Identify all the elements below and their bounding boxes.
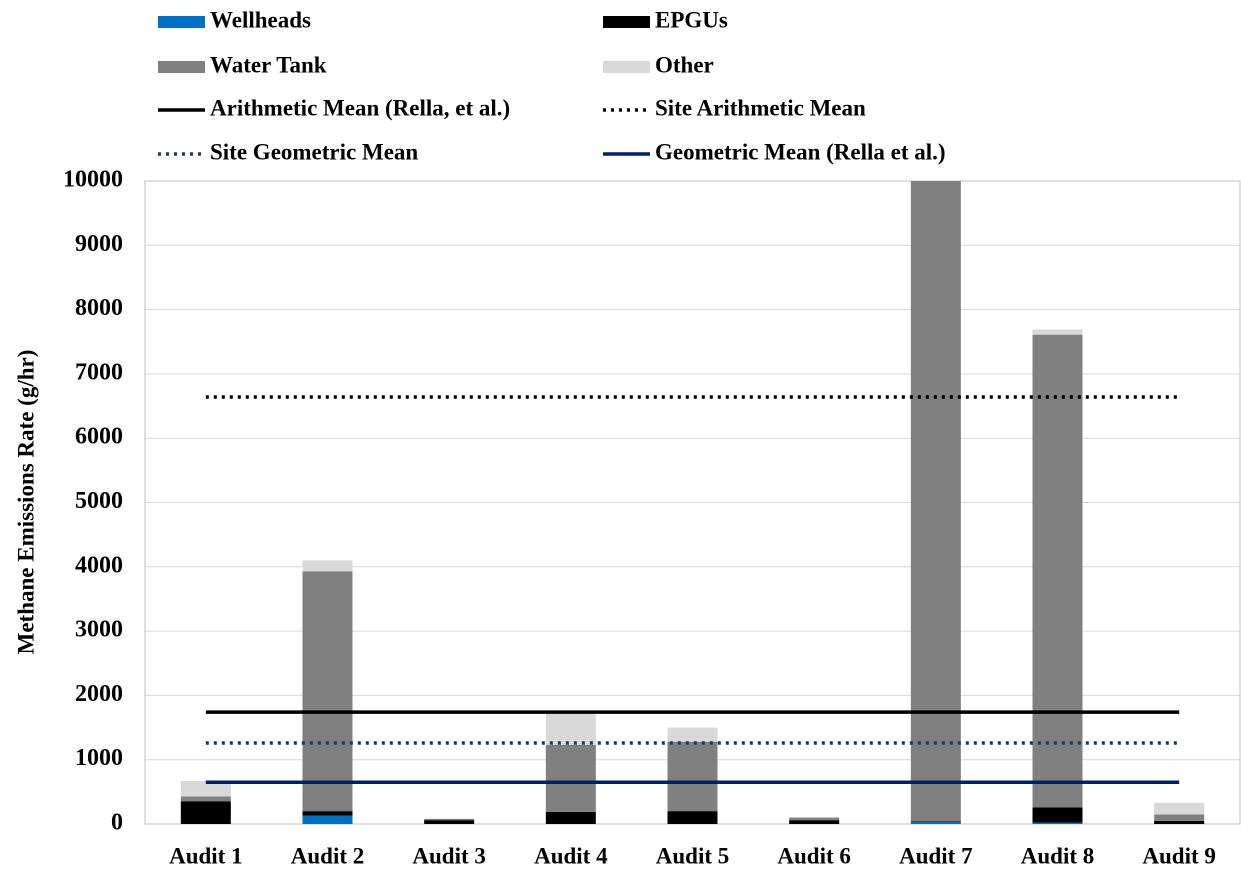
x-tick-label: Audit 1 xyxy=(169,843,243,868)
x-tick-label: Audit 6 xyxy=(777,843,851,868)
y-tick-label: 8000 xyxy=(75,295,123,321)
y-tick-label: 10000 xyxy=(63,167,123,193)
bar-segment xyxy=(667,741,718,812)
bar-segment xyxy=(789,820,840,824)
bar-segment xyxy=(424,820,475,824)
bar-segment xyxy=(180,796,231,802)
bar-segment xyxy=(1154,802,1205,815)
y-tick-label: 3000 xyxy=(75,617,123,643)
bar-segment xyxy=(1032,334,1083,808)
y-tick-label: 5000 xyxy=(75,488,123,514)
legend-label: Wellheads xyxy=(210,7,311,32)
bar-segment xyxy=(1154,814,1205,821)
bar-segment xyxy=(910,821,961,823)
bar-segment xyxy=(545,811,596,824)
y-tick-label: 4000 xyxy=(75,552,123,578)
y-tick-label: 6000 xyxy=(75,424,123,450)
y-tick-label: 7000 xyxy=(75,359,123,385)
legend-swatch xyxy=(158,61,205,73)
legend-swatch xyxy=(603,16,650,28)
y-tick-label: 9000 xyxy=(75,231,123,257)
legend-swatch xyxy=(603,61,650,73)
y-tick-label: 0 xyxy=(111,810,123,836)
bar-segment xyxy=(302,571,353,812)
bar-segment xyxy=(1154,820,1205,824)
legend-swatch xyxy=(158,16,205,28)
bar-segment xyxy=(1032,329,1083,335)
x-tick-label: Audit 9 xyxy=(1142,843,1216,868)
bar-segment xyxy=(180,801,231,824)
x-tick-label: Audit 5 xyxy=(656,843,730,868)
bar-segment xyxy=(910,822,961,824)
legend-label: Site Geometric Mean xyxy=(210,139,418,164)
bar-segment xyxy=(302,811,353,816)
x-tick-label: Audit 7 xyxy=(899,843,973,868)
bar-segment xyxy=(424,818,475,821)
y-tick-label: 2000 xyxy=(75,681,123,707)
legend-label: Other xyxy=(655,52,714,77)
y-axis-label: Methane Emissions Rate (g/hr) xyxy=(13,350,38,655)
bar-segment xyxy=(302,815,353,824)
legend-label: Geometric Mean (Rella et al.) xyxy=(655,139,946,164)
bar-segment xyxy=(302,560,353,572)
legend-label: Arithmetic Mean (Rella, et al.) xyxy=(210,95,510,120)
x-tick-label: Audit 8 xyxy=(1021,843,1095,868)
legend-label: Water Tank xyxy=(210,52,327,77)
bar-segment xyxy=(180,780,231,797)
legend-label: Site Arithmetic Mean xyxy=(655,95,866,120)
bar-segment xyxy=(1032,822,1083,824)
x-tick-label: Audit 2 xyxy=(291,843,365,868)
bar-segment xyxy=(789,817,840,821)
bar-segment xyxy=(1032,807,1083,823)
bar-segment xyxy=(667,727,718,742)
bar-segment xyxy=(910,181,961,822)
x-tick-label: Audit 4 xyxy=(534,843,608,868)
bar-segment xyxy=(667,811,718,824)
x-tick-label: Audit 3 xyxy=(412,843,486,868)
legend-label: EPGUs xyxy=(655,7,728,32)
bar-segment xyxy=(545,714,596,745)
y-tick-label: 1000 xyxy=(75,745,123,771)
bar-segment xyxy=(545,744,596,812)
